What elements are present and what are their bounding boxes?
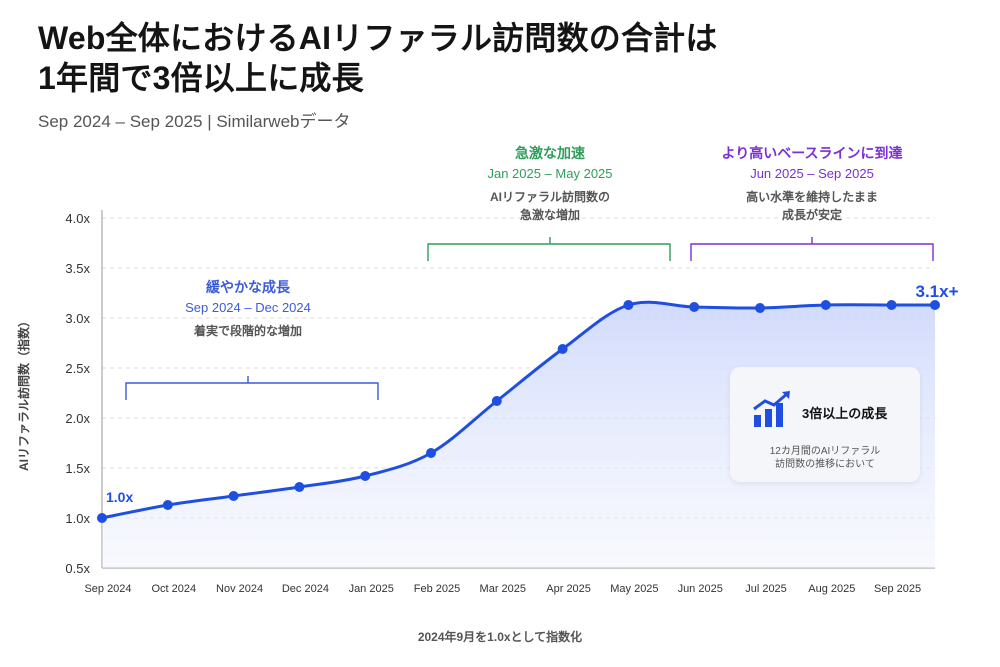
data-point (886, 300, 897, 310)
chart-title: Web全体におけるAIリファラル訪問数の合計は 1年間で3倍以上に成長 (38, 18, 838, 98)
x-tick-label: Sep 2024 (84, 583, 131, 595)
phase-title: より高いベースラインに到達 (721, 145, 902, 161)
data-point (820, 300, 831, 310)
callout-heading: 3倍以上の成長 (802, 406, 888, 421)
start-value-label: 1.0x (106, 489, 133, 505)
x-tick-label: Mar 2025 (480, 583, 526, 595)
phase-range: Jan 2025 – May 2025 (487, 166, 612, 181)
phase-description: AIリファラル訪問数の (490, 189, 610, 204)
x-tick-label: Jan 2025 (349, 583, 394, 595)
callout-body-line-1: 12カ月間のAIリファラル (769, 446, 881, 457)
growth-callout-card: 3倍以上の成長 12カ月間のAIリファラル 訪問数の推移において (730, 367, 920, 482)
data-point (491, 396, 502, 406)
data-point (162, 500, 173, 510)
phase-bracket (125, 376, 379, 400)
phase-title: 急激な加速 (515, 145, 585, 161)
data-point (557, 344, 568, 354)
growth-chart-icon (753, 391, 790, 427)
y-tick-label: 4.0x (65, 211, 90, 226)
phase-title: 緩やかな成長 (206, 279, 291, 295)
x-tick-label: Apr 2025 (546, 583, 591, 595)
x-tick-label: Aug 2025 (808, 583, 855, 595)
area-fill (102, 302, 935, 568)
x-tick-label: Jun 2025 (678, 583, 723, 595)
callout-body: 12カ月間のAIリファラル 訪問数の推移において (730, 445, 920, 471)
data-point (97, 513, 107, 523)
x-tick-label: Oct 2024 (151, 583, 196, 595)
footnote: 2024年9月を1.0xとして指数化 (417, 630, 583, 644)
phase-bracket (690, 237, 934, 261)
y-tick-label: 2.0x (65, 411, 90, 426)
y-tick-label: 2.5x (65, 361, 90, 376)
callout-body-line-2: 訪問数の推移において (775, 459, 875, 470)
y-axis-label: AIリファラル訪問数（指数） (16, 315, 31, 471)
phase-description: 高い水準を維持したまま (746, 189, 878, 204)
data-point (689, 302, 700, 312)
phase-description: 成長が安定 (782, 207, 842, 222)
phase-range: Sep 2024 – Dec 2024 (185, 300, 311, 315)
end-value-label: 3.1x+ (915, 282, 958, 301)
x-tick-label: Nov 2024 (216, 583, 263, 595)
phase-bracket (427, 237, 671, 261)
y-tick-label: 1.5x (65, 461, 90, 476)
y-tick-label: 1.0x (65, 511, 90, 526)
series-line (101, 300, 935, 520)
x-tick-label: Feb 2025 (414, 583, 460, 595)
data-point (360, 471, 371, 481)
x-tick-label: Sep 2025 (874, 583, 921, 595)
data-point (228, 491, 239, 501)
chart-subtitle: Sep 2024 – Sep 2025 | Similarwebデータ (38, 112, 351, 131)
y-tick-label: 0.5x (65, 561, 90, 576)
data-point (623, 300, 634, 310)
data-point (755, 303, 765, 313)
y-tick-label: 3.5x (65, 261, 90, 276)
y-tick-label: 3.0x (65, 311, 90, 326)
data-point (426, 448, 436, 458)
data-point-end (930, 300, 940, 310)
phase-description: 着実で段階的な増加 (193, 323, 302, 338)
data-point (294, 482, 305, 492)
x-tick-label: Jul 2025 (745, 583, 787, 595)
x-tick-label: May 2025 (610, 583, 658, 595)
x-tick-label: Dec 2024 (282, 583, 329, 595)
title-line-2: 1年間で3倍以上に成長 (38, 60, 364, 96)
phase-range: Jun 2025 – Sep 2025 (750, 166, 874, 181)
phase-description: 急激な増加 (520, 207, 580, 222)
title-line-1: Web全体におけるAIリファラル訪問数の合計は (38, 20, 718, 56)
